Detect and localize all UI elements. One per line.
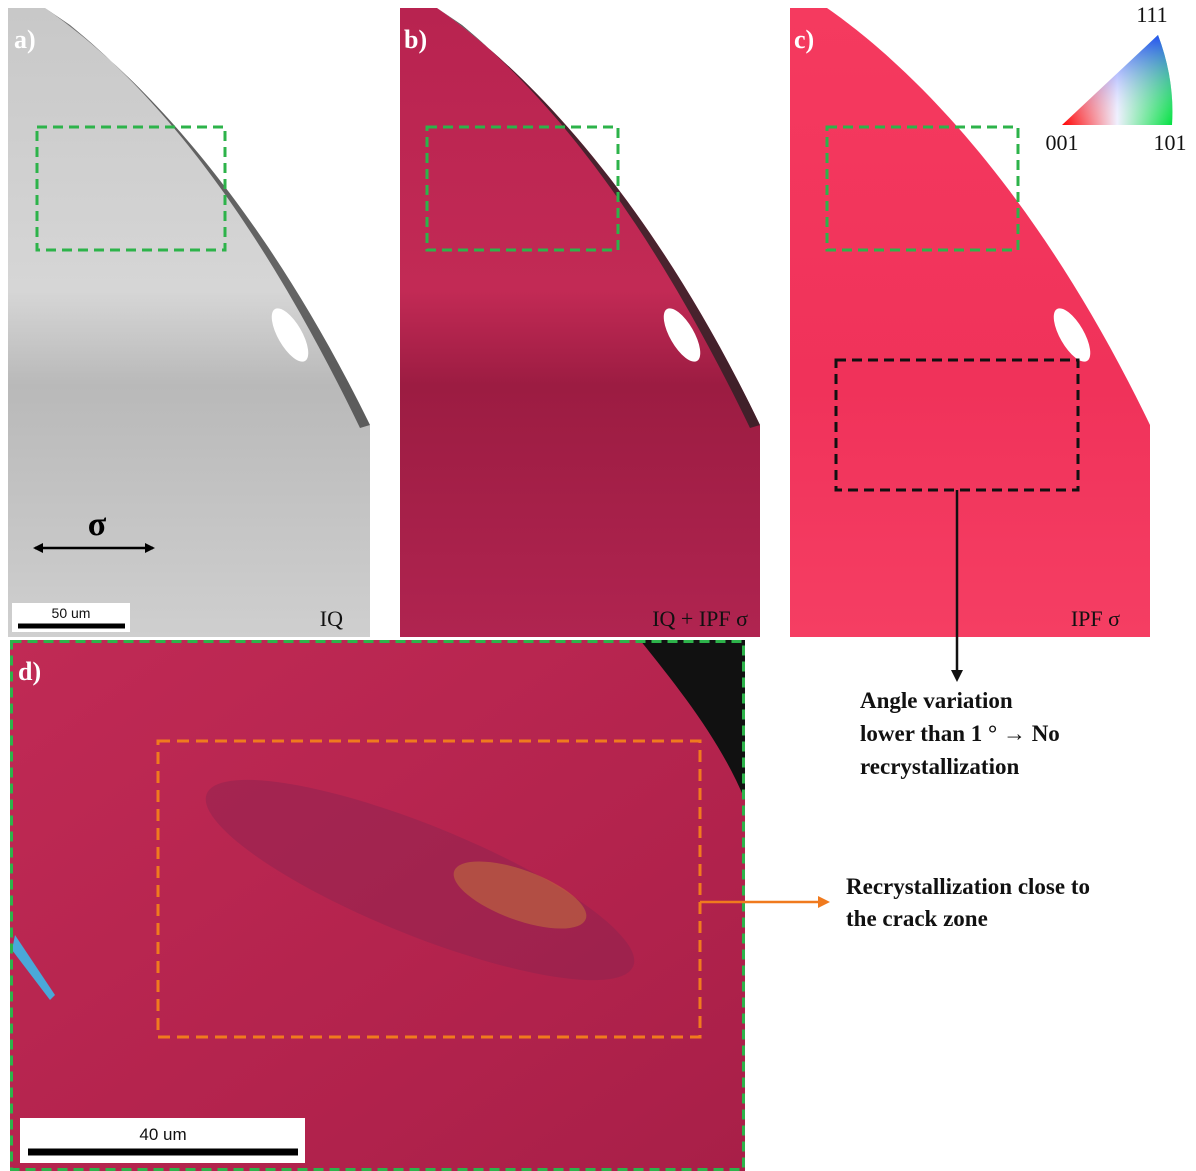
- scale-label: 50 um: [52, 605, 91, 621]
- panel-label: d): [18, 657, 41, 686]
- ipf-label: 001: [1046, 130, 1079, 155]
- annotation: lower than 1 ° → No: [860, 721, 1060, 746]
- crack: [271, 308, 309, 362]
- roi-box: [35, 125, 227, 252]
- panel-label: c): [794, 25, 814, 54]
- region-box: [834, 358, 1080, 492]
- crack: [1053, 308, 1091, 362]
- panel-caption: IQ: [320, 606, 343, 631]
- roi-box: [825, 125, 1020, 252]
- micrograph: [400, 8, 760, 637]
- panel-caption: IPF σ: [1071, 606, 1120, 631]
- panel-label: a): [14, 25, 36, 54]
- panel-label: b): [404, 25, 427, 54]
- crack: [663, 308, 701, 362]
- roi-box: [425, 125, 620, 252]
- scale-label: 40 um: [139, 1125, 186, 1144]
- micrograph: [8, 8, 370, 637]
- annotation: Angle variation: [860, 688, 1013, 713]
- annotation: the crack zone: [846, 906, 988, 931]
- recrystallized-zone: [205, 779, 635, 981]
- panel-caption: IQ + IPF σ: [652, 606, 748, 631]
- panel-a: σ 50 um a) IQ: [8, 8, 370, 637]
- roi-box: [10, 640, 745, 1171]
- ipf-label: 111: [1136, 2, 1167, 27]
- annotation: recrystallization: [860, 754, 1019, 779]
- region-box: [156, 739, 702, 1039]
- crack-edge: [640, 640, 745, 800]
- stress-symbol: σ: [88, 506, 107, 543]
- panel-b: b) IQ + IPF σ: [400, 8, 760, 637]
- grain: [12, 935, 55, 1000]
- annotation: Recrystallization close to: [846, 874, 1090, 899]
- grain: [453, 861, 587, 929]
- micrograph: [10, 640, 745, 1171]
- micrograph: [790, 8, 1150, 637]
- ipf-label: 101: [1154, 130, 1187, 155]
- arrow-head: [951, 670, 963, 682]
- panel-d: 40 um d): [10, 640, 745, 1171]
- arrow-head: [818, 896, 830, 908]
- panel-c: c) IPF σ 111 001 101: [790, 2, 1187, 637]
- ipf-triangle-shade: [1062, 35, 1173, 125]
